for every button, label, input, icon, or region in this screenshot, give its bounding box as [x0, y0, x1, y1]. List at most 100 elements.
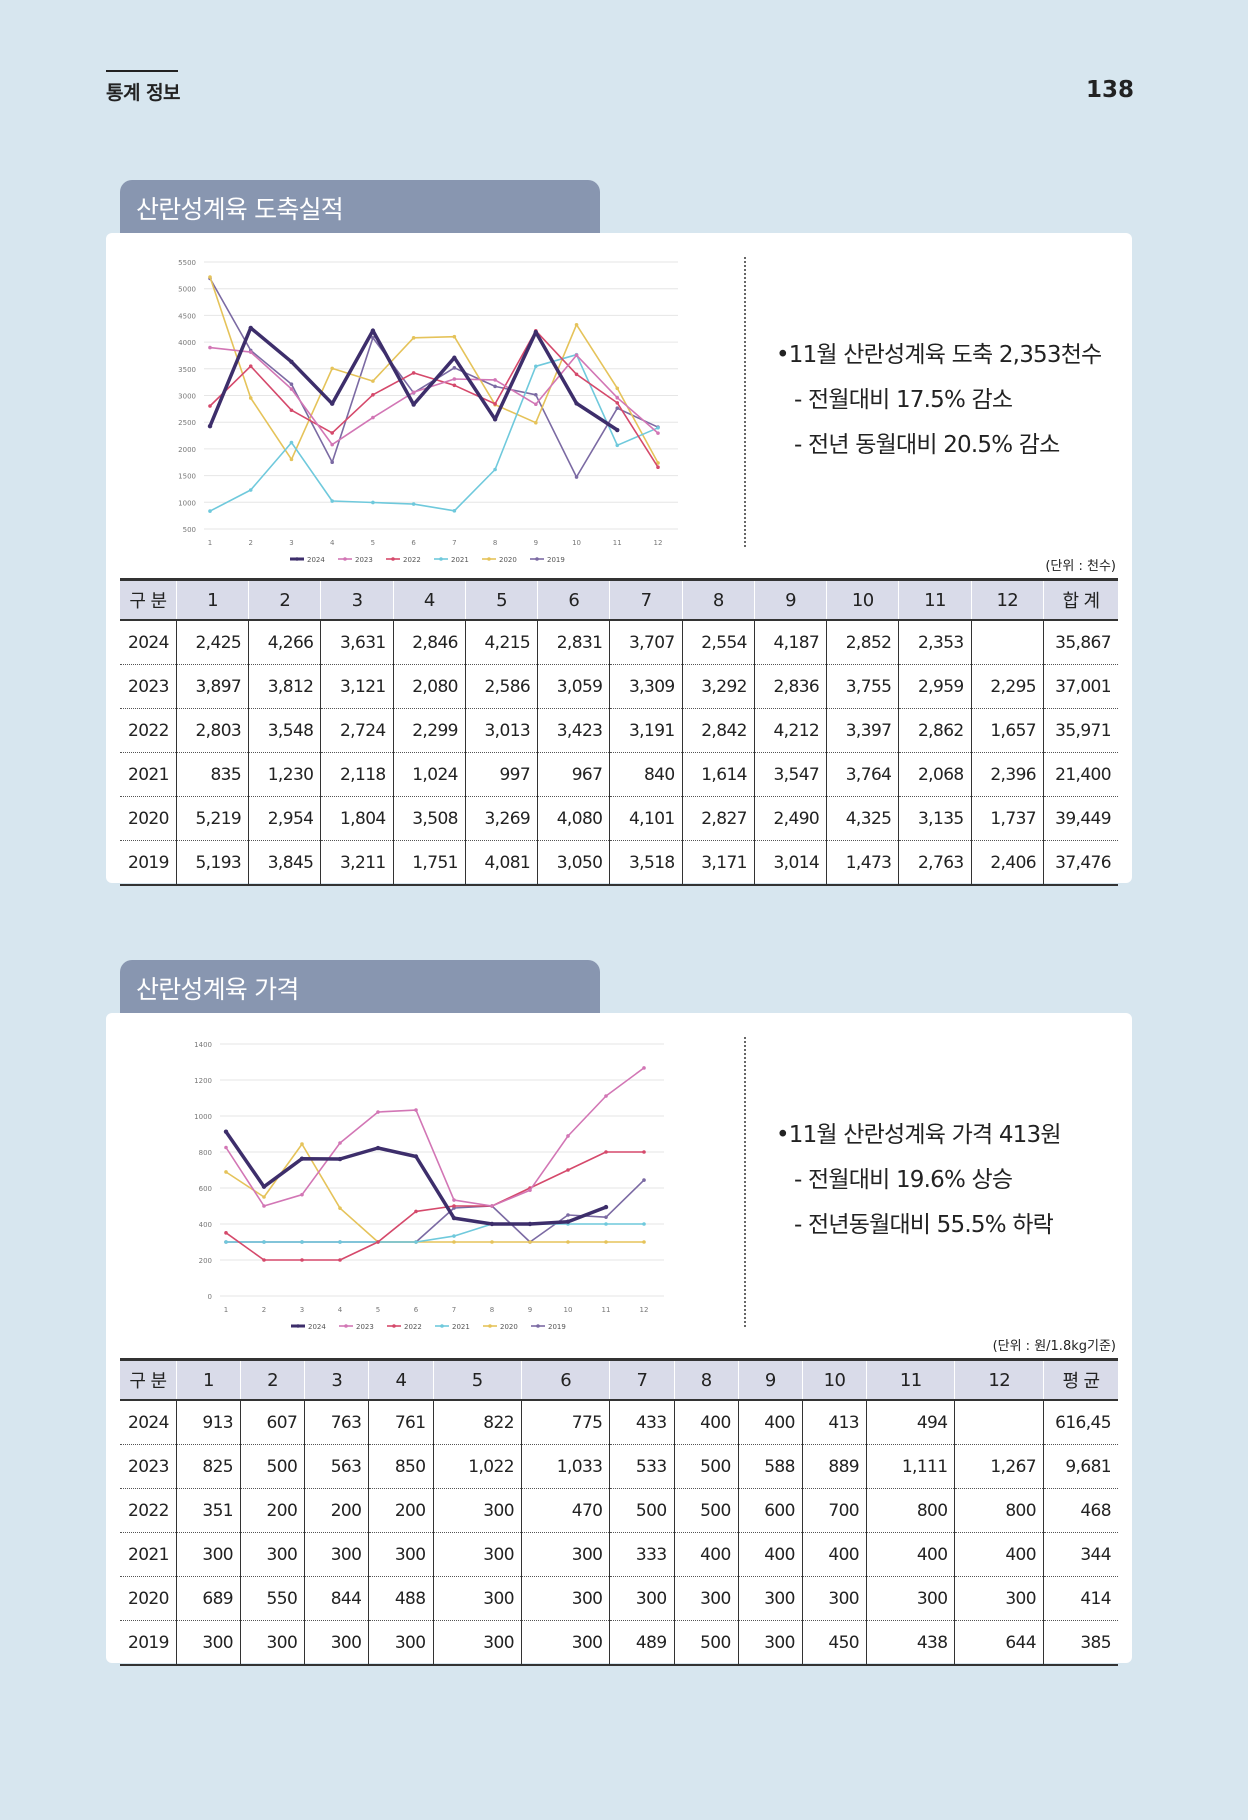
series-line-2019	[209, 278, 659, 478]
data-point-2023	[604, 1094, 608, 1098]
data-point-2020	[528, 1240, 532, 1244]
data-point-2019	[289, 382, 294, 387]
data-point-2020	[615, 386, 620, 391]
table-cell: 300	[954, 1576, 1044, 1621]
y-tick-label: 1400	[194, 1041, 212, 1049]
data-point-2024	[329, 401, 335, 406]
data-point-2024	[615, 427, 620, 433]
unit-label: (단위 : 천수)	[1045, 559, 1116, 574]
data-point-2023	[371, 415, 375, 420]
data-point-2023	[528, 1188, 532, 1192]
data-point-2021	[289, 440, 294, 445]
table-cell: 300	[520, 1576, 610, 1621]
data-point-2024	[223, 1129, 229, 1134]
data-point-2019	[371, 335, 375, 340]
data-point-2024	[261, 1184, 267, 1189]
table-cell: 488	[368, 1576, 433, 1621]
table-cell: 4,101	[609, 796, 683, 841]
table-cell: 3,269	[464, 796, 538, 841]
legend-label-2024: 2024	[308, 1323, 326, 1331]
table-cell: 2,353	[898, 620, 972, 665]
table-cell: 344	[1043, 1532, 1118, 1577]
x-tick-label: 4	[338, 1306, 343, 1314]
table-cell: 2,406	[970, 840, 1044, 886]
table-cell: 775	[520, 1400, 610, 1445]
data-point-2024	[603, 1204, 609, 1210]
data-point-2022	[452, 1204, 456, 1208]
data-point-2024	[207, 424, 213, 429]
data-point-2022	[604, 1150, 608, 1154]
data-point-2019	[615, 406, 620, 410]
table-cell: 500	[609, 1488, 675, 1533]
table-cell: 1,033	[520, 1444, 610, 1489]
table-cell: 300	[175, 1620, 241, 1666]
data-point-2020	[208, 275, 212, 279]
section2-header-cell: 10	[801, 1358, 867, 1401]
row-year: 2022	[120, 1488, 177, 1533]
table-cell: 3,508	[392, 796, 466, 841]
table-row: 2023 825 500 563 850 1,022 1,033 533 500 588 889 1,…	[120, 1444, 1118, 1489]
table-cell: 533	[609, 1444, 675, 1489]
table-cell: 3,050	[537, 840, 610, 886]
table-cell: 1,751	[392, 840, 466, 886]
data-point-2020	[330, 366, 334, 371]
table-cell: 400	[673, 1400, 739, 1445]
table-cell: 300	[673, 1576, 739, 1621]
table-row: 2022 2,803 3,548 2,724 2,299 3,013 3,423 3,191 2…	[120, 708, 1118, 753]
table-cell: 400	[866, 1532, 955, 1577]
section1-header-cell: 구 분	[120, 578, 177, 621]
x-tick-label: 11	[613, 539, 622, 547]
table-cell: 35,867	[1043, 620, 1118, 665]
data-point-2024	[289, 359, 294, 365]
table-cell: 300	[866, 1576, 955, 1621]
section1-header-cell: 9	[753, 578, 827, 621]
table-cell: 2,959	[898, 664, 972, 709]
series-line-2023	[209, 346, 659, 446]
data-point-2020	[656, 461, 660, 465]
table-cell: 400	[737, 1400, 803, 1445]
data-point-2024	[533, 329, 539, 335]
table-cell: 2,396	[970, 752, 1044, 797]
data-point-2019	[534, 392, 538, 397]
section1-header-cell: 3	[320, 578, 394, 621]
table-cell: 2,554	[681, 620, 755, 665]
table-cell: 1,230	[248, 752, 321, 797]
x-tick-label: 9	[528, 1306, 532, 1314]
table-cell: 3,292	[681, 664, 755, 709]
y-tick-label: 800	[199, 1149, 212, 1157]
x-tick-label: 12	[654, 539, 663, 547]
table-row: 2021 835 1,230 2,118 1,024 997 967 840 1,614 3,54…	[120, 752, 1118, 797]
legend-marker-2019	[536, 1324, 540, 1328]
summary-line-mom: - 전월대비 19.6% 상승	[794, 1167, 1013, 1193]
table-cell: 1,024	[392, 752, 466, 797]
legend-label-2021: 2021	[452, 1323, 470, 1331]
y-tick-label: 3000	[178, 393, 196, 401]
table-cell: 3,211	[320, 840, 394, 886]
data-point-2019	[493, 384, 497, 389]
section1-header-cell: 10	[826, 578, 899, 621]
data-point-2019	[642, 1178, 646, 1182]
table-row: 2024 2,425 4,266 3,631 2,846 4,215 2,831 3,707 2…	[120, 620, 1118, 665]
data-point-2022	[289, 408, 294, 413]
table-cell: 489	[609, 1620, 675, 1666]
table-cell: 835	[175, 752, 249, 797]
table-row: 2020 5,219 2,954 1,804 3,508 3,269 4,080 4,101 2…	[120, 796, 1118, 841]
data-point-2022	[411, 371, 416, 375]
table-cell: 3,631	[320, 620, 394, 665]
data-point-2021	[300, 1240, 304, 1244]
data-point-2022	[262, 1258, 266, 1262]
data-point-2019	[330, 460, 334, 464]
table-cell: 500	[673, 1620, 739, 1666]
table-cell: 1,657	[970, 708, 1044, 753]
table-cell: 2,836	[753, 664, 827, 709]
table-cell: 689	[175, 1576, 241, 1621]
data-point-2022	[566, 1168, 570, 1172]
table-cell: 200	[368, 1488, 433, 1533]
data-point-2023	[642, 1066, 646, 1070]
page-number: 138	[1085, 77, 1134, 103]
section2-header-cell: 1	[175, 1358, 241, 1401]
table-cell: 563	[304, 1444, 369, 1489]
table-cell: 2,299	[392, 708, 466, 753]
table-cell: 967	[537, 752, 610, 797]
data-point-2023	[330, 442, 334, 447]
